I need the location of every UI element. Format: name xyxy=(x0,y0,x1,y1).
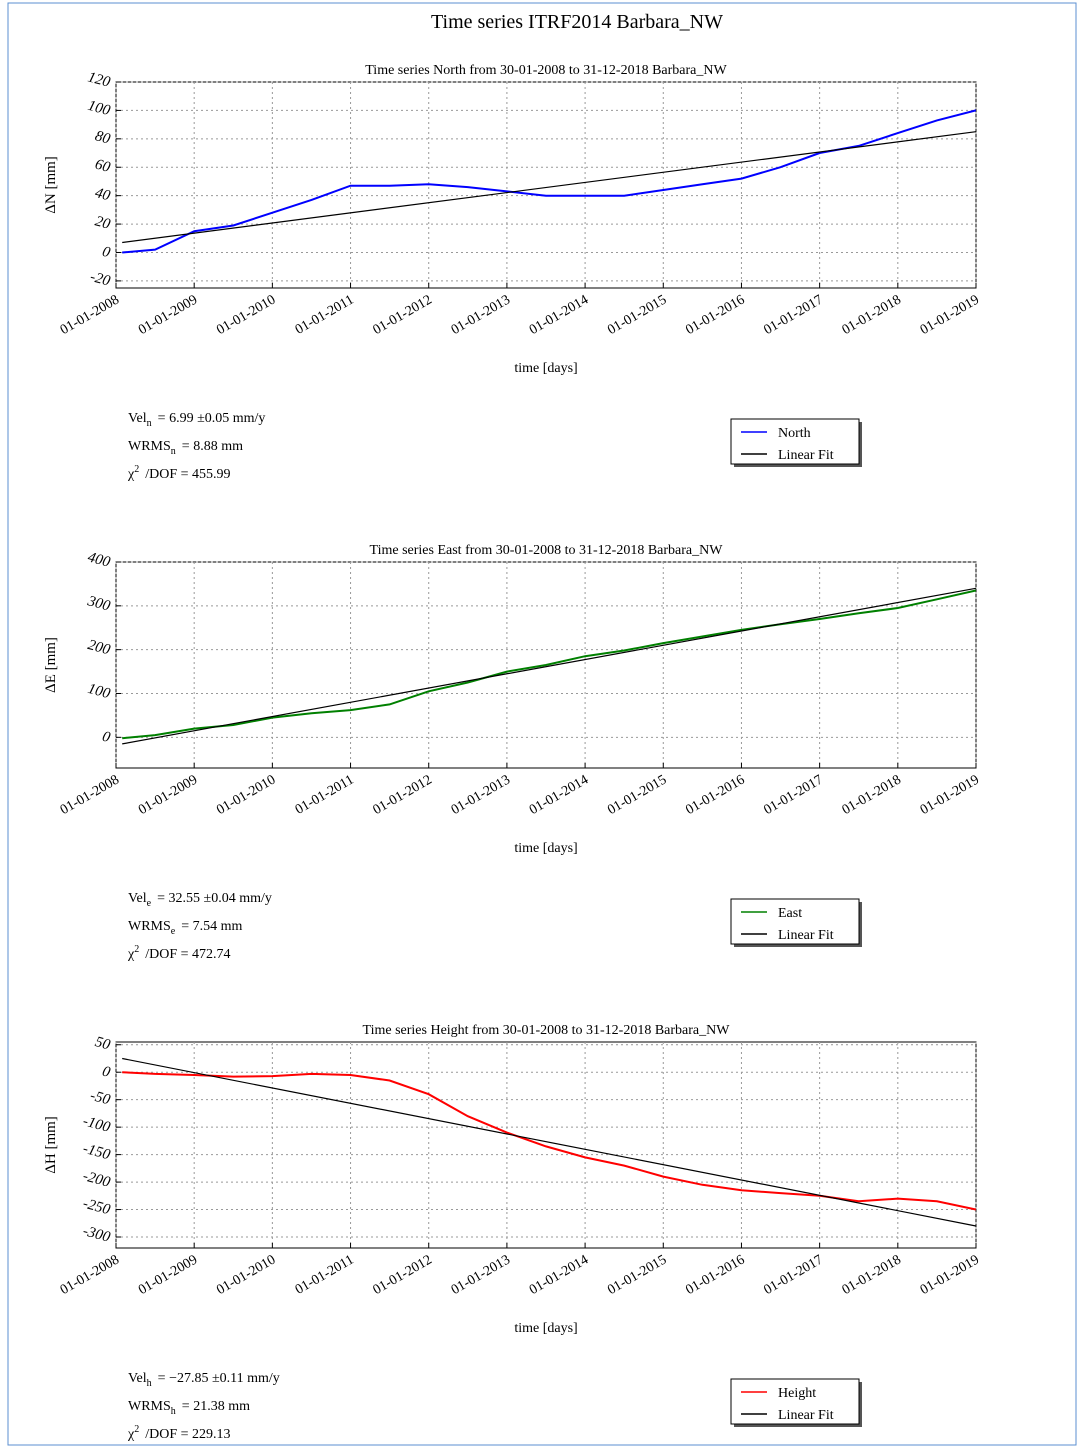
stat-sub: n xyxy=(147,418,152,429)
legend-label: East xyxy=(778,906,802,921)
stat-value: /DOF = 229.13 xyxy=(145,1427,230,1442)
stat-label: WRMS xyxy=(128,439,171,454)
stat-value: /DOF = 472.74 xyxy=(145,947,230,962)
y-tick-label: 0 xyxy=(100,729,112,747)
stat-value: = 8.88 mm xyxy=(182,439,243,454)
y-tick-label: 50 xyxy=(93,1034,112,1053)
stat-label: Vel xyxy=(128,1371,147,1386)
plot-area xyxy=(115,81,977,289)
stat-label: χ xyxy=(127,467,135,482)
y-tick-label: 0 xyxy=(100,244,112,262)
x-axis-label: time [days] xyxy=(514,841,577,856)
stat-text: WRMSn = 8.88 mm xyxy=(128,439,243,457)
stat-label: Vel xyxy=(128,891,147,906)
stat-label: Vel xyxy=(128,411,147,426)
stat-value: /DOF = 455.99 xyxy=(145,467,230,482)
y-tick-label: -100 xyxy=(81,1113,112,1136)
x-axis-label: time [days] xyxy=(514,1321,577,1336)
stat-sup: 2 xyxy=(134,944,139,955)
series-line xyxy=(122,1057,976,1227)
legend-label: Linear Fit xyxy=(778,1408,834,1423)
stat-sup: 2 xyxy=(134,464,139,475)
stat-text: WRMSe = 7.54 mm xyxy=(128,919,243,937)
stat-text: Veln = 6.99 ±0.05 mm/y xyxy=(128,411,265,429)
stat-text: Velh = −27.85 ±0.11 mm/y xyxy=(128,1371,280,1389)
y-tick-label: 300 xyxy=(85,593,112,615)
stat-value: = 32.55 ±0.04 mm/y xyxy=(157,891,272,906)
legend-label: Height xyxy=(778,1386,816,1401)
y-tick-label: 60 xyxy=(93,157,112,176)
stat-label: WRMS xyxy=(128,1399,171,1414)
legend-box xyxy=(730,418,860,465)
legend-label: Linear Fit xyxy=(778,448,834,463)
y-tick-label: 40 xyxy=(93,185,112,204)
legend-label: Linear Fit xyxy=(778,928,834,943)
y-tick-label: 100 xyxy=(86,681,112,702)
subplot-title: Time series North from 30-01-2008 to 31-… xyxy=(365,63,727,78)
subplot-title: Time series Height from 30-01-2008 to 31… xyxy=(363,1023,731,1038)
subplot-title: Time series East from 30-01-2008 to 31-1… xyxy=(370,543,724,558)
y-tick-label: -250 xyxy=(81,1196,112,1219)
stat-label: WRMS xyxy=(128,919,171,934)
y-tick-label: 100 xyxy=(86,98,112,119)
legend-box xyxy=(730,898,860,945)
stat-sub: h xyxy=(147,1378,152,1389)
y-tick-label: -50 xyxy=(88,1088,112,1109)
stat-text: WRMSh = 21.38 mm xyxy=(128,1399,250,1417)
y-tick-label: 400 xyxy=(86,549,112,570)
y-tick-label: -20 xyxy=(88,269,112,290)
page-title: Time series ITRF2014 Barbara_NW xyxy=(431,11,723,33)
stat-label: χ xyxy=(127,947,135,962)
stat-text: Vele = 32.55 ±0.04 mm/y xyxy=(128,891,272,909)
stat-sub: e xyxy=(147,898,152,909)
stat-text: χ2/DOF = 472.74 xyxy=(127,944,231,962)
y-axis-label: ΔH [mm] xyxy=(43,1116,59,1174)
y-tick-label: -300 xyxy=(81,1223,112,1246)
y-axis-label: ΔN [mm] xyxy=(43,156,59,214)
legend-box xyxy=(730,1378,860,1425)
stat-label: χ xyxy=(127,1427,135,1442)
y-axis-label: ΔE [mm] xyxy=(43,637,59,693)
series-line xyxy=(122,589,976,740)
stat-value: = 6.99 ±0.05 mm/y xyxy=(158,411,266,426)
y-tick-label: 20 xyxy=(93,213,112,232)
stat-value: = 21.38 mm xyxy=(182,1399,250,1414)
stat-sub: e xyxy=(171,926,176,937)
legend-label: North xyxy=(778,426,811,441)
y-tick-label: 80 xyxy=(93,128,112,147)
y-tick-label: -150 xyxy=(81,1141,112,1164)
stat-value: = 7.54 mm xyxy=(181,919,242,934)
y-tick-label: 0 xyxy=(100,1064,112,1082)
y-tick-label: -200 xyxy=(81,1168,112,1191)
plot-area xyxy=(115,1041,977,1249)
stat-text: χ2/DOF = 455.99 xyxy=(127,464,231,482)
series-line xyxy=(122,587,976,745)
stat-sub: n xyxy=(171,446,176,457)
stat-sub: h xyxy=(171,1406,176,1417)
stat-sup: 2 xyxy=(134,1424,139,1435)
stat-text: χ2/DOF = 229.13 xyxy=(127,1424,231,1442)
y-tick-label: 120 xyxy=(86,69,112,90)
y-tick-label: 200 xyxy=(86,637,112,658)
x-axis-label: time [days] xyxy=(514,361,577,376)
series-line xyxy=(122,131,976,244)
stat-value: = −27.85 ±0.11 mm/y xyxy=(158,1371,280,1386)
